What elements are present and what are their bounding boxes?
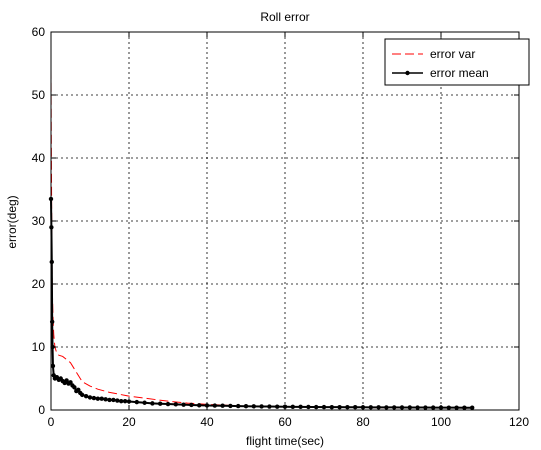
y-tick-label: 0 bbox=[38, 403, 45, 417]
data-point-error-mean bbox=[119, 398, 124, 404]
data-point-error-mean bbox=[197, 403, 202, 408]
data-point-error-mean bbox=[64, 378, 69, 383]
axes bbox=[50, 31, 520, 411]
data-point-error-mean bbox=[99, 396, 104, 401]
data-point-error-mean bbox=[399, 405, 405, 410]
series-layer bbox=[48, 69, 475, 410]
data-point-error-mean bbox=[236, 403, 241, 409]
legend-marker-error-mean bbox=[405, 70, 410, 76]
grid bbox=[51, 32, 519, 410]
data-point-error-mean bbox=[337, 404, 342, 410]
data-point-error-mean bbox=[50, 363, 56, 369]
legend-box bbox=[384, 38, 530, 86]
x-tick-label: 80 bbox=[356, 415, 370, 429]
legend-label-error-mean: error mean bbox=[430, 66, 489, 80]
data-point-error-mean bbox=[83, 393, 89, 399]
data-point-error-mean bbox=[321, 404, 327, 410]
y-tick-label: 30 bbox=[32, 214, 46, 228]
data-point-error-mean bbox=[220, 403, 225, 408]
x-tick-label: 20 bbox=[122, 415, 136, 429]
legend-label-error-var: error var bbox=[430, 47, 475, 61]
x-tick-label: 100 bbox=[431, 415, 451, 429]
x-tick-label: 60 bbox=[278, 415, 292, 429]
data-point-error-mean bbox=[181, 402, 186, 407]
data-point-error-mean bbox=[376, 405, 381, 410]
tick-labels: 0 20 40 60 80 100 120 0 10 20 30 40 50 60 bbox=[32, 25, 530, 429]
data-point-error-mean bbox=[446, 405, 451, 410]
legend: error var error mean bbox=[384, 38, 530, 86]
y-tick-label: 20 bbox=[32, 277, 46, 291]
data-point-error-mean bbox=[298, 404, 303, 410]
data-point-error-mean bbox=[134, 399, 139, 405]
data-point-error-mean bbox=[189, 402, 194, 408]
data-point-error-mean bbox=[470, 405, 475, 410]
data-point-error-mean bbox=[384, 405, 389, 410]
data-point-error-mean bbox=[345, 405, 350, 410]
data-point-error-mean bbox=[259, 404, 264, 409]
data-point-error-mean bbox=[462, 405, 467, 410]
y-tick-label: 60 bbox=[32, 25, 46, 39]
data-point-error-mean bbox=[111, 397, 116, 403]
x-axis-label: flight time(sec) bbox=[246, 434, 324, 448]
data-point-error-mean bbox=[454, 405, 459, 410]
data-point-error-mean bbox=[91, 395, 97, 401]
data-point-error-mean bbox=[103, 397, 108, 402]
chart-title: Roll error bbox=[260, 10, 309, 24]
data-point-error-mean bbox=[314, 404, 319, 410]
data-point-error-mean bbox=[306, 404, 311, 410]
data-point-error-mean bbox=[68, 380, 73, 385]
data-point-error-mean bbox=[243, 404, 249, 409]
data-point-error-mean bbox=[407, 405, 412, 410]
data-point-error-mean bbox=[87, 395, 93, 400]
y-axis-label: error(deg) bbox=[5, 195, 19, 248]
y-tick-label: 40 bbox=[32, 151, 46, 165]
data-point-error-mean bbox=[76, 387, 81, 393]
data-point-error-mean bbox=[267, 404, 272, 409]
data-point-error-mean bbox=[80, 392, 85, 398]
data-point-error-mean bbox=[415, 405, 420, 410]
x-tick-label: 40 bbox=[200, 415, 214, 429]
data-point-error-mean bbox=[158, 401, 163, 406]
data-point-error-mean bbox=[126, 399, 132, 404]
y-tick-label: 10 bbox=[32, 340, 46, 354]
data-point-error-mean bbox=[228, 403, 233, 409]
data-point-error-mean bbox=[290, 404, 295, 410]
data-point-error-mean bbox=[392, 405, 397, 410]
data-point-error-mean bbox=[165, 401, 171, 407]
data-point-error-mean bbox=[423, 405, 428, 410]
data-point-error-mean bbox=[142, 400, 147, 405]
data-point-error-mean bbox=[95, 396, 101, 401]
data-point-error-mean bbox=[72, 385, 77, 390]
x-tick-label: 120 bbox=[509, 415, 529, 429]
data-point-error-mean bbox=[212, 403, 217, 408]
data-point-error-mean bbox=[115, 398, 120, 403]
x-tick-label: 0 bbox=[48, 415, 55, 429]
data-point-error-mean bbox=[49, 259, 54, 265]
data-point-error-mean bbox=[107, 397, 112, 403]
data-point-error-mean bbox=[122, 398, 128, 404]
data-point-error-mean bbox=[173, 402, 178, 407]
data-point-error-mean bbox=[329, 404, 334, 410]
data-point-error-mean bbox=[431, 405, 436, 410]
data-point-error-mean bbox=[368, 405, 373, 410]
data-point-error-mean bbox=[353, 405, 358, 410]
data-point-error-mean bbox=[251, 404, 256, 409]
y-tick-label: 50 bbox=[32, 88, 46, 102]
data-point-error-mean bbox=[275, 404, 280, 409]
data-point-error-mean bbox=[150, 401, 155, 406]
